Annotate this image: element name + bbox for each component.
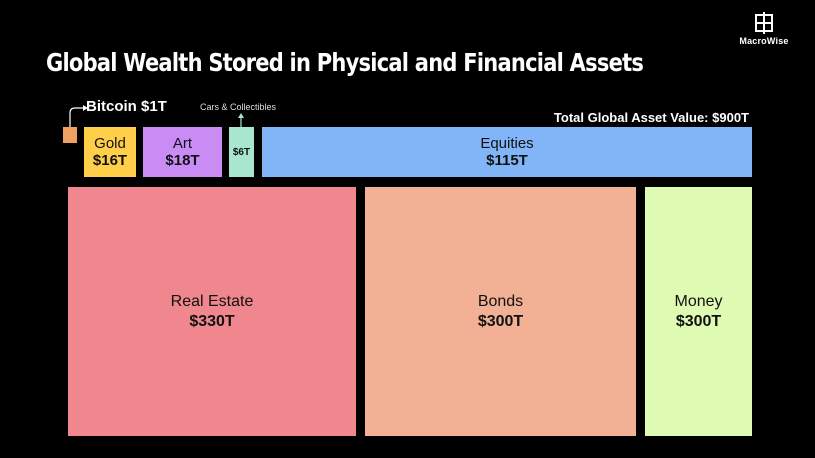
logo: MacroWise xyxy=(734,12,794,46)
total-asset-label: Total Global Asset Value: $900T xyxy=(553,110,749,125)
bitcoin-label: Bitcoin $1T xyxy=(86,98,167,115)
tile-art-value: $18T xyxy=(165,152,200,169)
macrowise-logo-icon xyxy=(755,12,773,34)
tile-gold-value: $16T xyxy=(92,152,128,169)
tile-real-estate-name: Real Estate xyxy=(170,292,254,310)
tile-equities-name: Equities xyxy=(480,135,534,152)
tile-bonds-value: $300T xyxy=(477,312,524,330)
tile-money-name: Money xyxy=(674,292,723,310)
cars-collectibles-label: Cars & Collectibles xyxy=(200,102,277,112)
tile-bitcoin xyxy=(63,127,77,143)
tile-bonds-name: Bonds xyxy=(477,292,524,310)
tile-equities: Equities $115T xyxy=(262,127,752,177)
tile-money-value: $300T xyxy=(675,312,722,330)
page-title: Global Wealth Stored in Physical and Fin… xyxy=(46,48,644,77)
tile-gold-name: Gold xyxy=(94,135,126,152)
cars-arrowhead xyxy=(238,113,244,118)
tile-real-estate: Real Estate $330T xyxy=(68,187,356,436)
tile-money: Money $300T xyxy=(645,187,752,436)
tile-art-name: Art xyxy=(172,135,193,152)
tile-bonds: Bonds $300T xyxy=(365,187,636,436)
tile-art: Art $18T xyxy=(143,127,222,177)
bitcoin-arrow xyxy=(69,107,83,127)
tile-cars-value: $6T xyxy=(232,146,251,158)
logo-text: MacroWise xyxy=(739,36,789,46)
tile-equities-value: $115T xyxy=(486,152,528,169)
tile-gold: Gold $16T xyxy=(84,127,136,177)
tile-real-estate-value: $330T xyxy=(189,312,235,330)
tile-cars: $6T xyxy=(229,127,254,177)
